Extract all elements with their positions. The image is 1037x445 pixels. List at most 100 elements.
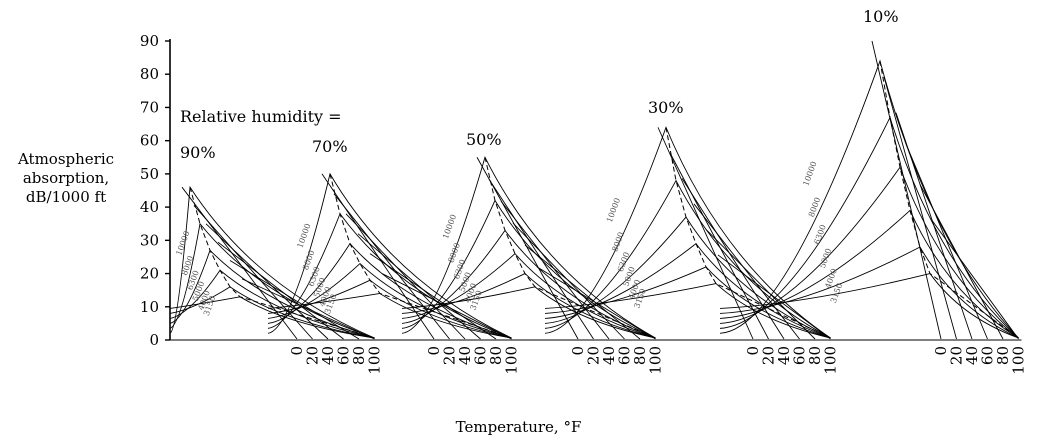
frequency-label-2: 8000 [807,196,822,218]
temperature-line-20 [333,193,450,340]
temperature-line-60 [357,233,481,340]
rh-label-50: 50% [466,130,502,149]
temperature-tick-60: 60 [979,346,997,365]
temperature-tick-100: 100 [503,346,521,375]
temperature-line-20 [883,76,957,340]
temperature-tick-20: 20 [585,346,603,365]
y-axis-label: Atmospheric absorption, dB/1000 ft [6,150,126,207]
temperature-line-80 [229,260,360,340]
y-axis-label-line-3: dB/1000 ft [25,188,107,206]
y-axis: 0 10 20 30 40 50 60 70 80 90 [140,32,171,349]
temperature-tick-40: 40 [600,346,618,365]
y-tick-20: 20 [140,265,170,283]
peak-envelope [329,173,512,339]
y-tick-0: 0 [149,331,170,349]
temperature-line-20 [669,152,769,340]
temperature-tick-0: 0 [425,346,443,356]
frequency-curve-5 [719,246,1019,339]
frequency-label-1: 10000 [296,222,313,249]
y-tick-label-90: 90 [140,32,159,50]
temperature-tick-20: 20 [760,346,778,365]
frequency-label-4: 5000 [818,247,833,269]
frequency-curve-3 [267,242,512,339]
temperature-line-40 [681,178,785,340]
temperature-line-0 [321,173,435,340]
y-tick-label-10: 10 [140,298,159,316]
humidity-panels: 90%1000080006300500040003150020406080100… [169,7,1028,375]
temperature-tick-40: 40 [775,346,793,365]
y-tick-30: 30 [140,231,170,249]
frequency-label-1: 10000 [801,160,818,187]
temperature-tick-40: 40 [456,346,474,365]
temperature-line-0 [476,157,579,340]
temperature-tick-0: 0 [288,346,306,356]
temperature-line-20 [193,205,313,340]
y-axis-label-line-2: absorption, [22,169,110,187]
temperature-tick-80: 80 [631,346,649,365]
temperature-tick-100: 100 [822,346,840,375]
y-axis-label-line-1: Atmospheric [17,150,115,168]
y-tick-label-0: 0 [149,331,159,349]
temperature-line-80 [524,244,641,340]
rh-label-70: 70% [312,137,348,156]
peak-envelope [484,157,656,339]
temperature-tick-60: 60 [791,346,809,365]
frequency-curve-4 [719,209,1019,339]
y-tick-40: 40 [140,198,170,216]
temperature-line-80 [919,184,1004,340]
temperature-tick-80: 80 [487,346,505,365]
temperature-line-100 [241,278,375,340]
rh-label-90: 90% [180,143,216,162]
frequency-curve-1 [169,185,375,339]
temperature-tick-20: 20 [441,346,459,365]
frequency-curve-2 [169,222,375,339]
temperature-line-40 [345,213,466,340]
temperature-line-80 [705,229,816,340]
temperature-tick-100: 100 [366,346,384,375]
temperature-line-0 [871,40,942,340]
temperature-line-40 [895,112,973,340]
temperature-tick-20: 20 [304,346,322,365]
temperature-tick-80: 80 [806,346,824,365]
temperature-line-0 [181,186,298,340]
frequency-label-1: 10000 [174,230,191,257]
temperature-line-40 [205,223,329,340]
y-tick-80: 80 [140,65,170,83]
temperature-tick-100: 100 [647,346,665,375]
temperature-tick-80: 80 [350,346,368,365]
frequency-label-3: 6300 [812,223,827,245]
y-tick-label-20: 20 [140,265,159,283]
frequency-curve-5 [544,266,831,339]
temperature-tick-60: 60 [335,346,353,365]
temperature-tick-100: 100 [1010,346,1028,375]
temperature-tick-40: 40 [963,346,981,365]
y-tick-label-50: 50 [140,165,159,183]
temperature-line-0 [657,127,754,340]
y-tick-10: 10 [140,298,170,316]
frequency-curve-3 [169,249,375,339]
temperature-line-60 [217,241,344,340]
temperature-tick-0: 0 [744,346,762,356]
peak-envelope [189,187,375,339]
temperature-line-60 [693,203,800,340]
temperature-tick-40: 40 [319,346,337,365]
relative-humidity-heading: Relative humidity = [180,107,342,126]
y-tick-label-60: 60 [140,132,159,150]
y-tick-label-80: 80 [140,65,159,83]
y-tick-60: 60 [140,132,170,150]
y-tick-label-30: 30 [140,231,159,249]
x-axis-label: Temperature, °F [455,418,582,436]
temperature-line-80 [369,253,497,340]
frequency-curve-6 [719,273,1019,339]
temperature-tick-20: 20 [948,346,966,365]
frequency-label-1: 10000 [605,197,622,224]
temperature-line-100 [931,220,1019,340]
frequency-label-1: 10000 [441,213,458,240]
temperature-tick-60: 60 [472,346,490,365]
temperature-tick-0: 0 [932,346,950,356]
frequency-label-2: 8000 [610,231,625,253]
